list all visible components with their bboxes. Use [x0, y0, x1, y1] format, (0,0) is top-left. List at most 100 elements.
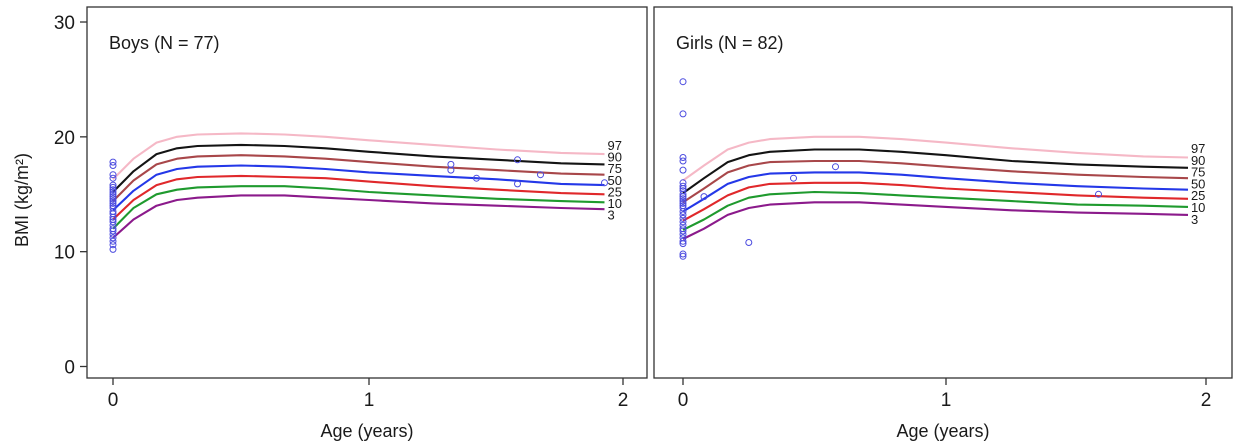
data-point: [679, 157, 687, 165]
curve-label-50: 50: [608, 173, 622, 188]
data-point: [679, 214, 687, 222]
y-tick-label: 30: [54, 13, 75, 34]
percentile-90-line: [112, 143, 605, 193]
curve-label-90: 90: [1191, 153, 1205, 168]
data-point: [109, 241, 117, 249]
y-tick-label: 10: [54, 243, 75, 264]
data-point: [679, 199, 687, 207]
data-point: [679, 211, 687, 219]
data-point: [109, 245, 117, 253]
data-point: [109, 218, 117, 226]
data-point: [109, 188, 117, 196]
curve-label-3: 3: [608, 208, 615, 223]
x-axis-title: Age (years): [320, 421, 413, 441]
data-point: [109, 186, 117, 194]
curve-label-97: 97: [608, 138, 622, 153]
curve-label-75: 75: [608, 161, 622, 176]
y-tick-label: 0: [64, 358, 75, 379]
data-point: [109, 213, 117, 221]
x-tick-label: 0: [108, 390, 119, 411]
x-tick-label: 2: [618, 390, 629, 411]
data-point: [109, 174, 117, 182]
data-point: [745, 239, 753, 246]
curve-label-97: 97: [1191, 141, 1205, 156]
data-point: [679, 166, 687, 174]
data-point: [679, 230, 687, 238]
data-point: [700, 193, 708, 201]
curve-label-90: 90: [608, 150, 622, 165]
panel-title: Girls (N = 82): [676, 33, 784, 53]
x-axis-title: Age (years): [896, 421, 989, 441]
data-point: [832, 163, 839, 171]
curve-label-10: 10: [608, 196, 622, 211]
percentile-3-line: [682, 201, 1189, 240]
curve-label-25: 25: [1191, 188, 1205, 203]
data-point: [109, 227, 117, 235]
data-point: [679, 204, 687, 212]
percentile-97-line: [682, 135, 1189, 182]
data-point: [447, 166, 455, 174]
percentile-75-line: [682, 159, 1189, 204]
data-point: [109, 190, 117, 198]
data-point: [679, 110, 687, 118]
data-point: [109, 162, 117, 169]
data-point: [679, 193, 687, 201]
curve-label-50: 50: [1191, 176, 1205, 191]
data-point: [679, 154, 687, 161]
x-tick-label: 0: [678, 390, 689, 411]
data-point: [109, 237, 117, 245]
data-point: [109, 171, 117, 179]
percentile-10-line: [112, 185, 605, 230]
data-point: [109, 234, 117, 242]
percentile-25-line: [682, 181, 1189, 222]
panel-frame: [653, 6, 1233, 379]
data-point: [109, 193, 117, 201]
panel-boys: Boys (N = 77) 0 10 20 30 0 1 2 Age (years) 979075…: [54, 6, 648, 441]
data-point: [679, 240, 687, 248]
data-point: [679, 218, 687, 226]
data-point: [514, 156, 521, 164]
x-tick-label: 1: [941, 390, 952, 411]
data-point: [679, 78, 687, 86]
data-point: [109, 183, 117, 191]
data-point: [109, 195, 117, 203]
y-tick-label: 20: [54, 128, 75, 149]
data-point: [679, 195, 687, 203]
panel-girls: Girls (N = 82) 0 1 2 Age (years) 979075502510…: [653, 6, 1233, 441]
percentile-10-line: [682, 190, 1189, 231]
data-point: [679, 182, 687, 190]
curve-label-25: 25: [608, 184, 622, 199]
data-point: [514, 180, 521, 188]
data-point: [679, 197, 687, 205]
percentile-50-line: [112, 164, 605, 212]
data-point: [679, 252, 687, 260]
curve-label-10: 10: [1191, 200, 1205, 215]
percentile-25-line: [112, 174, 605, 221]
data-point: [601, 179, 608, 187]
curve-label-75: 75: [1191, 165, 1205, 180]
data-point: [537, 171, 544, 179]
x-tick-label: 2: [1201, 390, 1212, 411]
data-point: [109, 230, 117, 238]
data-point: [473, 174, 480, 182]
percentile-97-line: [112, 132, 605, 181]
data-point: [679, 190, 687, 198]
data-point: [679, 250, 687, 258]
data-point: [790, 174, 797, 182]
x-tick-label: 1: [364, 390, 375, 411]
percentile-3-line: [112, 194, 605, 239]
percentile-75-line: [112, 154, 605, 202]
data-point: [679, 227, 687, 235]
percentile-90-line: [682, 148, 1189, 194]
data-point: [447, 160, 455, 168]
panel-title: Boys (N = 77): [109, 33, 220, 53]
panel-frame: [86, 6, 648, 379]
curve-label-3: 3: [1191, 212, 1198, 227]
data-point: [109, 197, 117, 205]
y-axis-title: BMI (kg/m²): [12, 153, 32, 247]
data-point: [109, 199, 117, 207]
percentile-50-line: [682, 171, 1189, 213]
data-point: [1095, 190, 1102, 198]
